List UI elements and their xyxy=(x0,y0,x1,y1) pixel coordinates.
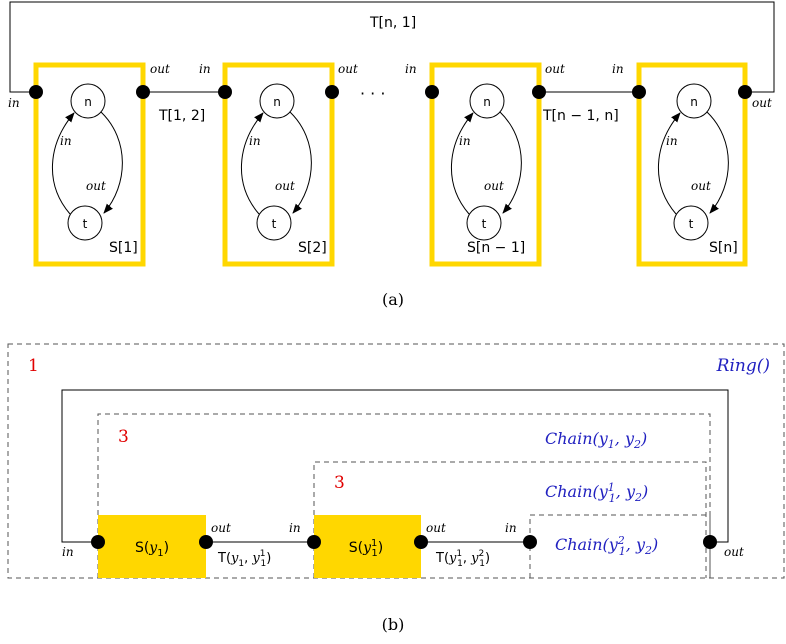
port-in-label-1: in xyxy=(62,545,74,559)
port-out-label-2: out xyxy=(426,521,446,535)
in-transition-label: in xyxy=(666,134,678,148)
state-n-label: n xyxy=(483,95,491,109)
in-port xyxy=(218,85,232,99)
state-t-label: t xyxy=(83,217,88,231)
state-n xyxy=(469,83,505,119)
in-transition xyxy=(240,112,264,215)
chain-inner-label: Chain(y1 1, y2) xyxy=(545,481,648,505)
module-label: S[1] xyxy=(109,240,138,256)
out-transition-label: out xyxy=(275,179,295,193)
chain-outer-number: 3 xyxy=(118,427,129,447)
state-n xyxy=(676,83,712,119)
module-frame xyxy=(33,62,146,267)
in-transition xyxy=(657,112,681,215)
out-transition-label: out xyxy=(691,179,711,193)
ellipsis: · · · xyxy=(360,84,385,103)
in-transition-label: in xyxy=(459,134,471,148)
module-sn-1: n t in out S[n − 1] in out xyxy=(405,62,565,267)
out-port xyxy=(532,85,546,99)
state-t xyxy=(466,205,502,241)
module-sn: n t in out S[n] in out xyxy=(612,62,772,267)
in-transition-label: in xyxy=(249,134,261,148)
out-port xyxy=(136,85,150,99)
module-s1: n t in out S[1] in out xyxy=(8,62,170,267)
state-t xyxy=(256,205,292,241)
chain-inner-number: 3 xyxy=(334,473,345,493)
part-a: T[n, 1] T[1, 2] T[n − 1, n] · · · n t in… xyxy=(8,1,775,309)
link-label-1-2: T[1, 2] xyxy=(158,108,205,124)
link-label-2: T(y1 1, y2 1) xyxy=(435,549,490,569)
out-transition xyxy=(100,111,123,214)
state-n xyxy=(70,83,106,119)
in-port xyxy=(425,85,439,99)
caption-b: (b) xyxy=(382,615,405,634)
out-transition xyxy=(499,111,522,214)
state-t-label: t xyxy=(689,217,694,231)
out-port-label: out xyxy=(752,96,772,110)
block-s-y1 xyxy=(98,515,206,578)
port-out-label-1: out xyxy=(211,521,231,535)
port-in-label-2: in xyxy=(289,521,301,535)
ring-label: Ring() xyxy=(716,356,770,376)
out-port xyxy=(738,85,752,99)
module-frame xyxy=(429,62,542,267)
out-transition xyxy=(706,111,729,214)
port-in-3 xyxy=(523,535,537,549)
in-transition xyxy=(51,112,75,215)
top-link-label: T[n, 1] xyxy=(369,15,416,31)
state-n-label: n xyxy=(84,95,92,109)
module-s2: n t in out S[2] in out xyxy=(199,62,358,267)
out-port xyxy=(325,85,339,99)
port-in-1 xyxy=(91,535,105,549)
state-n xyxy=(259,83,295,119)
out-transition-label: out xyxy=(86,179,106,193)
in-port-label: in xyxy=(8,96,20,110)
port-in-2 xyxy=(307,535,321,549)
in-port-label: in xyxy=(405,62,417,76)
state-n-label: n xyxy=(273,95,281,109)
in-transition-label: in xyxy=(60,134,72,148)
in-transition xyxy=(450,112,474,215)
module-label: S[n] xyxy=(709,240,738,256)
port-out-2 xyxy=(414,535,428,549)
out-port-label: out xyxy=(338,62,358,76)
block-s-y11 xyxy=(314,515,421,578)
out-transition xyxy=(289,111,312,214)
state-n-label: n xyxy=(690,95,698,109)
state-t-label: t xyxy=(272,217,277,231)
link-label-n1-n: T[n − 1, n] xyxy=(542,108,619,124)
state-t xyxy=(67,205,103,241)
chain-outer-label: Chain(y1, y2) xyxy=(545,429,647,451)
out-port-label: out xyxy=(150,62,170,76)
link-label-1: T(y1, y1 1) xyxy=(217,549,271,569)
chain-last-label: Chain(y2 1, y2) xyxy=(555,534,658,558)
chain-outer-box xyxy=(97,413,711,578)
out-port-label: out xyxy=(545,62,565,76)
part-b: 1 Ring() 3 Chain(y1, y2) 3 Chain(y1 1, y2… xyxy=(7,343,785,634)
module-label: S[n − 1] xyxy=(467,240,525,256)
in-port xyxy=(632,85,646,99)
ring-wire xyxy=(9,1,775,93)
port-out-1 xyxy=(199,535,213,549)
module-frame xyxy=(222,62,335,267)
port-out-3 xyxy=(703,535,717,549)
state-t xyxy=(673,205,709,241)
in-port-label: in xyxy=(612,62,624,76)
out-transition-label: out xyxy=(484,179,504,193)
block-s-y11-label: S(y1 1) xyxy=(349,538,384,559)
module-label: S[2] xyxy=(298,240,327,256)
caption-a: (a) xyxy=(382,290,404,309)
port-in-label-3: in xyxy=(505,521,517,535)
in-port-label: in xyxy=(199,62,211,76)
ring-wire xyxy=(61,389,729,543)
module-frame xyxy=(636,62,748,267)
port-out-label-3: out xyxy=(724,545,744,559)
state-t-label: t xyxy=(482,217,487,231)
ring-number: 1 xyxy=(28,356,39,376)
in-port xyxy=(29,85,43,99)
